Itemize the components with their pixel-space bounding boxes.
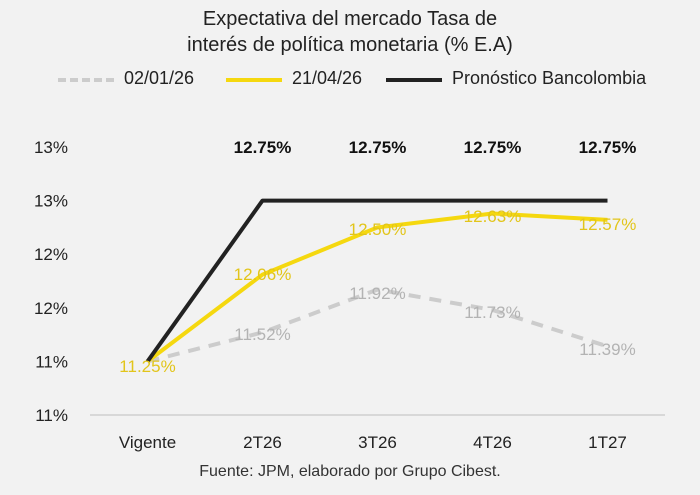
y-tick-label: 12%	[34, 299, 68, 318]
x-axis-ticks: Vigente 2T26 3T26 4T26 1T27	[119, 433, 627, 452]
y-tick-label: 13%	[34, 192, 68, 211]
data-label: 12.63%	[464, 207, 522, 226]
y-tick-label: 12%	[34, 245, 68, 264]
data-label: 11.73%	[464, 303, 520, 322]
chart-source-footer: Fuente: JPM, elaborado por Grupo Cibest.	[199, 463, 501, 480]
series-lines	[145, 198, 609, 364]
data-label: 12.75%	[349, 138, 407, 157]
data-label: 12.57%	[579, 215, 637, 234]
legend-label-21-04-26: 21/04/26	[292, 68, 363, 88]
legend-label-pronostico: Pronóstico Bancolombia	[452, 68, 647, 88]
chart-title-line-2: interés de política monetaria (% E.A)	[187, 34, 513, 56]
legend-swatch-dashed-gray	[58, 78, 114, 82]
series-line-21-04-26	[146, 211, 608, 363]
x-tick-label: 1T27	[588, 433, 627, 452]
data-label: 12.75%	[464, 138, 522, 157]
data-label: 11.92%	[349, 284, 405, 303]
legend-label-02-01-26: 02/01/26	[124, 68, 195, 88]
y-tick-label: 11%	[35, 352, 68, 371]
x-tick-label: 2T26	[243, 433, 282, 452]
data-label: 12.75%	[579, 138, 637, 157]
legend-swatch-yellow	[226, 78, 282, 82]
x-tick-label: Vigente	[119, 433, 176, 452]
x-tick-label: 4T26	[473, 433, 512, 452]
series-line-pronostico	[145, 198, 608, 363]
chart-title-line-1: Expectativa del mercado Tasa de	[202, 8, 498, 30]
chart-title: Expectativa del mercado Tasa de interés …	[0, 6, 700, 58]
data-label: 12.75%	[234, 138, 292, 157]
chart-legend: 02/01/26 21/04/26 Pronóstico Bancolombia	[0, 66, 700, 92]
series-line-02-01-26	[147, 287, 609, 364]
data-label: 11.25%	[119, 357, 175, 376]
y-tick-label: 11%	[35, 406, 68, 425]
legend-swatch-black	[386, 78, 442, 82]
y-axis-ticks: 11% 11% 12% 12% 13% 13%	[34, 138, 68, 425]
data-labels: 11.52% 11.92% 11.73% 11.39% 11.25% 12.06% 12.5…	[119, 138, 636, 376]
data-label: 11.52%	[234, 325, 290, 344]
data-label: 12.50%	[349, 220, 407, 239]
data-label: 12.06%	[234, 265, 292, 284]
y-tick-label: 13%	[34, 138, 68, 157]
x-tick-label: 3T26	[358, 433, 397, 452]
data-label: 11.39%	[579, 340, 635, 359]
